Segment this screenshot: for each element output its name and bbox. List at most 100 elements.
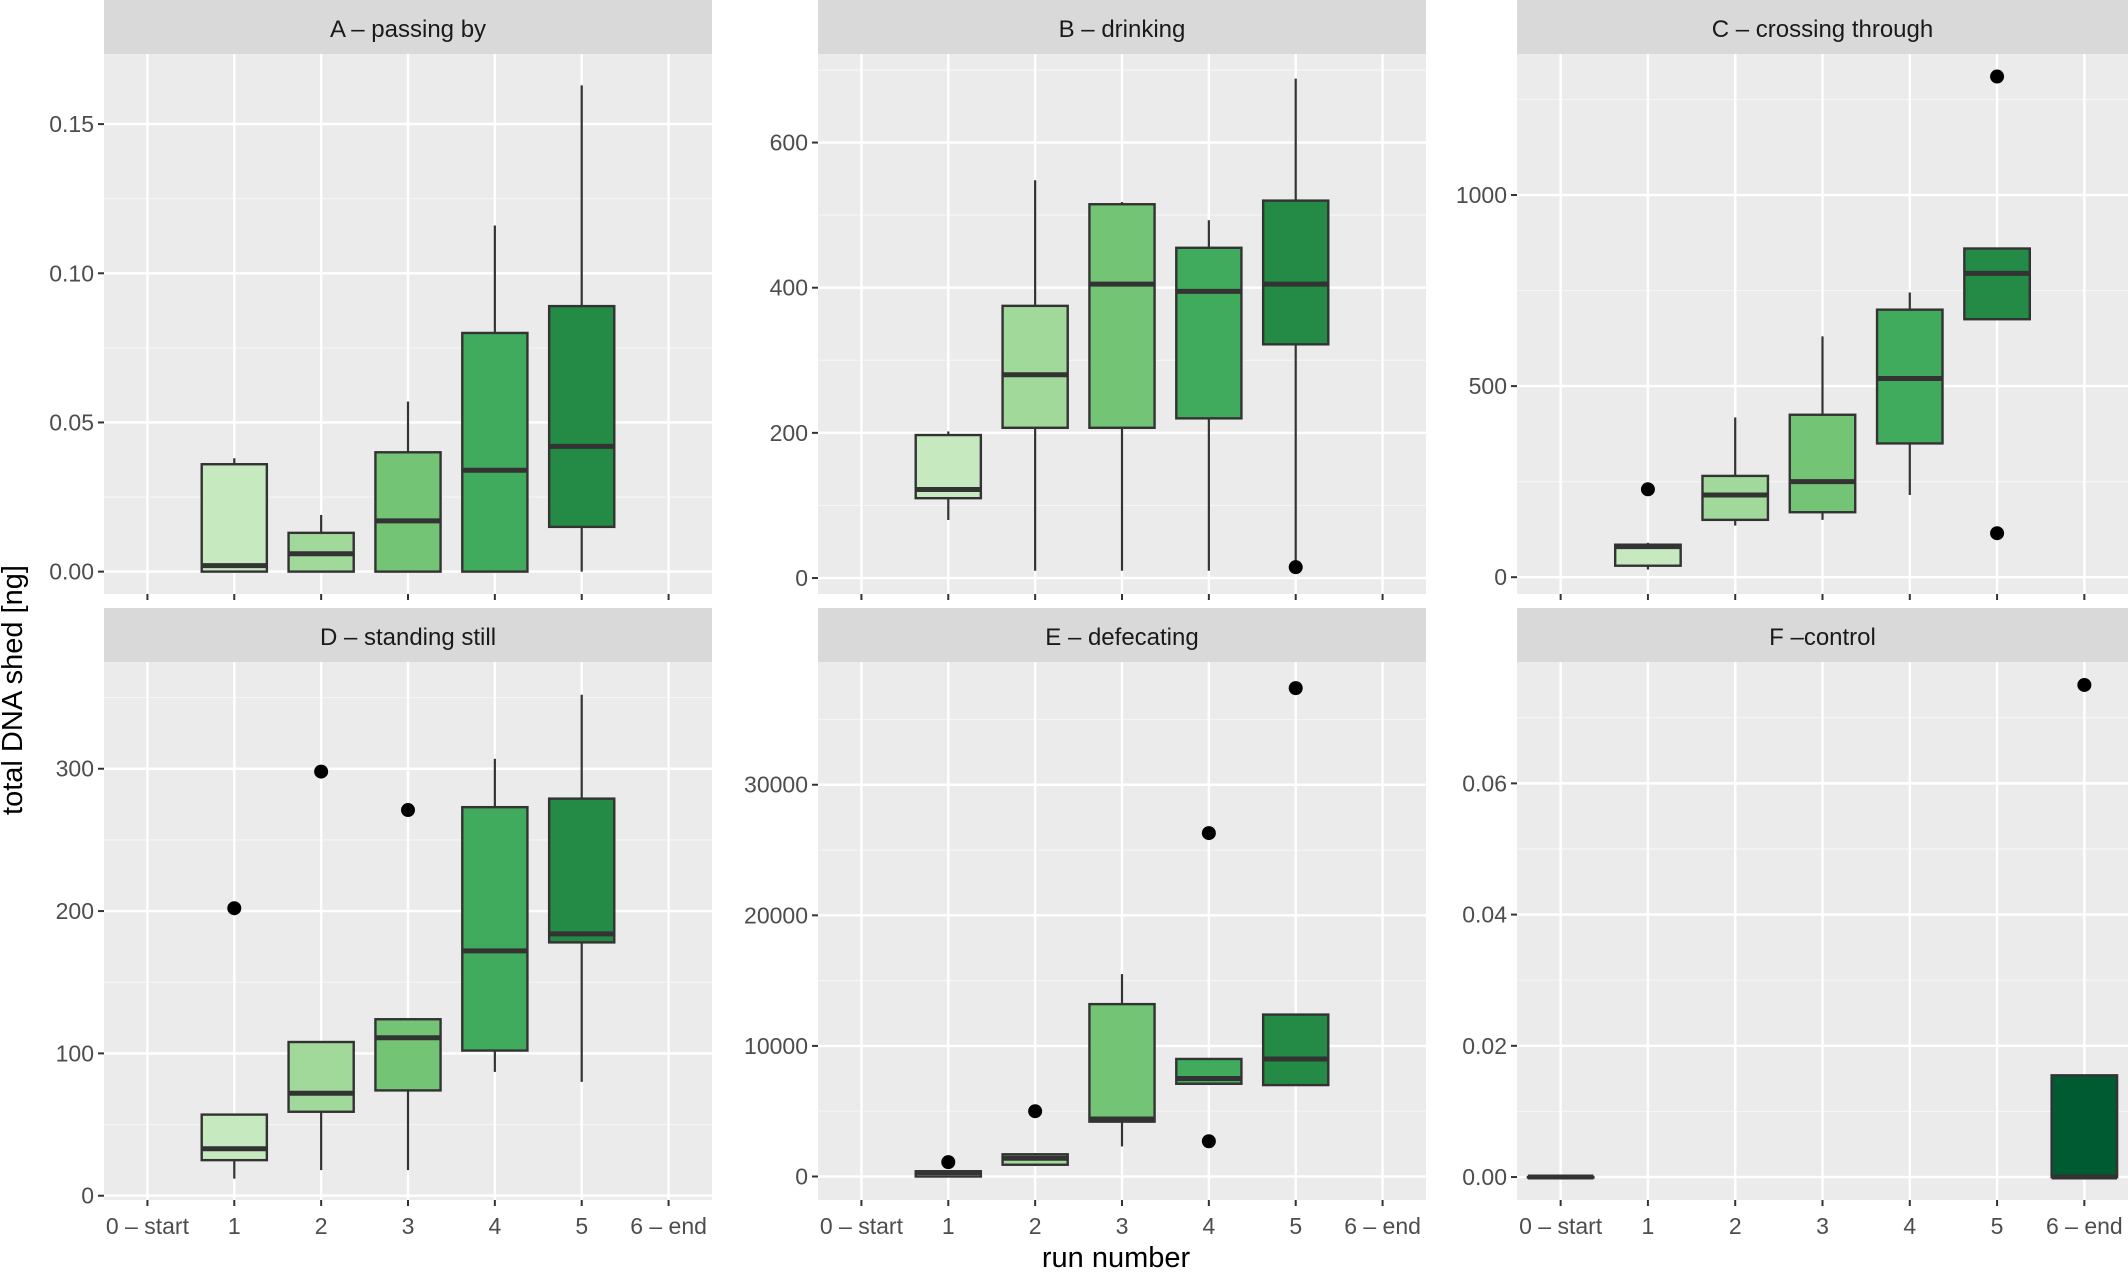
box-iqr (1701, 474, 1770, 522)
box-run-3 (1088, 202, 1156, 571)
box-run-4 (461, 225, 529, 573)
y-tick-label: 0.06 (1462, 770, 1507, 796)
box-run-0 (1526, 1174, 1595, 1180)
facet-panel-c: C – crossing through050010000 – start123… (1456, 0, 2128, 633)
y-tick-label: 0.05 (49, 409, 94, 435)
box-iqr (1088, 1002, 1156, 1123)
facet-panel-e: E – defecating 0 10000 20000 30000 0 – start 1… (744, 608, 1426, 1239)
x-tick-label: 0 – start (1519, 1213, 1603, 1239)
box-run-3 (374, 1018, 442, 1171)
box-iqr (2050, 1074, 2119, 1179)
box-run-5 (1963, 247, 2032, 321)
box-iqr (461, 331, 529, 573)
outlier-point (227, 901, 242, 916)
y-tick-label: 10000 (744, 1033, 808, 1059)
box-run-2 (1001, 180, 1069, 571)
facet-title: A – passing by (330, 16, 486, 43)
box-iqr (1261, 1013, 1330, 1087)
x-tick-label: 1 (228, 1213, 241, 1239)
panels-group: A – passing by 0.00 0.05 0.10 0.15 0 – start 1… (49, 0, 2128, 1239)
box-iqr (200, 463, 269, 573)
box-iqr (1175, 246, 1243, 420)
outlier-point (1028, 1104, 1043, 1119)
facet-title: C – crossing through (1712, 16, 1933, 43)
y-tick-label: 0.02 (1462, 1033, 1507, 1059)
box-run-1 (1613, 542, 1682, 570)
x-tick-label: 3 (1116, 1213, 1129, 1239)
y-tick-label: 0.00 (1462, 1164, 1507, 1190)
box-iqr (1963, 247, 2032, 321)
x-tick-label: 5 (1991, 1213, 2004, 1239)
box-run-1 (914, 431, 983, 520)
box-iqr (547, 797, 616, 944)
box-run-3 (374, 401, 442, 573)
y-tick-label: 1000 (1456, 182, 1507, 208)
box-run-4 (461, 758, 529, 1072)
box-iqr (374, 451, 442, 573)
x-tick-label: 4 (1903, 1213, 1916, 1239)
facet-panel-d: D – standing still 0 100 200 300 0 – start 1 2 3… (56, 608, 712, 1239)
x-tick-label: 6 – end (1344, 1213, 1421, 1239)
x-tick-label: 4 (1202, 1213, 1215, 1239)
box-run-1 (914, 1169, 983, 1178)
y-tick-label: 400 (770, 275, 808, 301)
box-run-5 (1261, 78, 1330, 568)
outlier-point (1288, 681, 1303, 696)
facet-strip (1517, 0, 2128, 54)
x-tick-label: 2 (1729, 1213, 1742, 1239)
outlier-point (1201, 1134, 1216, 1149)
box-iqr (200, 1113, 269, 1162)
y-tick-label: 200 (56, 898, 94, 924)
outlier-point (1288, 560, 1303, 575)
box-run-2 (287, 514, 355, 573)
outlier-point (1990, 69, 2005, 84)
outlier-point (941, 1155, 956, 1170)
y-tick-label: 0 (1494, 564, 1507, 590)
box-iqr (287, 1040, 355, 1113)
y-tick-label: 0 (795, 565, 808, 591)
x-tick-label: 1 (1642, 1213, 1655, 1239)
facet-panel-a: A – passing by0.000.050.100.150 – start1… (49, 0, 712, 633)
x-tick-label: 2 (315, 1213, 328, 1239)
facet-strip (818, 0, 1426, 54)
box-run-5 (547, 85, 616, 572)
box-run-3 (1088, 974, 1156, 1147)
box-iqr (1088, 203, 1156, 429)
outlier-point (1201, 826, 1216, 841)
y-tick-label: 0 (795, 1163, 808, 1189)
facet-strip (104, 0, 712, 54)
y-tick-label: 20000 (744, 902, 808, 928)
box-run-6 (2050, 1074, 2119, 1180)
y-tick-label: 300 (56, 756, 94, 782)
y-tick-label: 100 (56, 1040, 94, 1066)
box-iqr (461, 805, 529, 1052)
box-iqr (1261, 199, 1330, 346)
y-tick-label: 30000 (744, 772, 808, 798)
box-run-1 (200, 1113, 269, 1179)
outlier-point (2077, 677, 2092, 692)
box-iqr (374, 1018, 442, 1092)
box-iqr (1788, 413, 1857, 514)
box-run-4 (1175, 1057, 1243, 1086)
x-tick-label: 2 (1029, 1213, 1042, 1239)
x-tick-label: 1 (942, 1213, 955, 1239)
y-tick-label: 0.10 (49, 260, 94, 286)
facet-title: B – drinking (1059, 16, 1186, 43)
box-run-3 (1788, 336, 1857, 520)
box-run-2 (1701, 417, 1770, 526)
x-tick-label: 4 (488, 1213, 501, 1239)
y-tick-label: 0.00 (49, 559, 94, 585)
y-tick-label: 500 (1469, 373, 1507, 399)
y-tick-label: 0.04 (1462, 902, 1507, 928)
y-tick-label: 200 (770, 420, 808, 446)
facet-strip (818, 608, 1426, 662)
box-run-4 (1875, 292, 1944, 496)
box-run-4 (1175, 220, 1243, 571)
box-run-2 (287, 1040, 355, 1171)
y-tick-label: 600 (770, 130, 808, 156)
facet-strip (104, 608, 712, 662)
y-tick-label: 0.15 (49, 111, 94, 137)
y-axis-title: total DNA shed [ng] (0, 565, 29, 815)
